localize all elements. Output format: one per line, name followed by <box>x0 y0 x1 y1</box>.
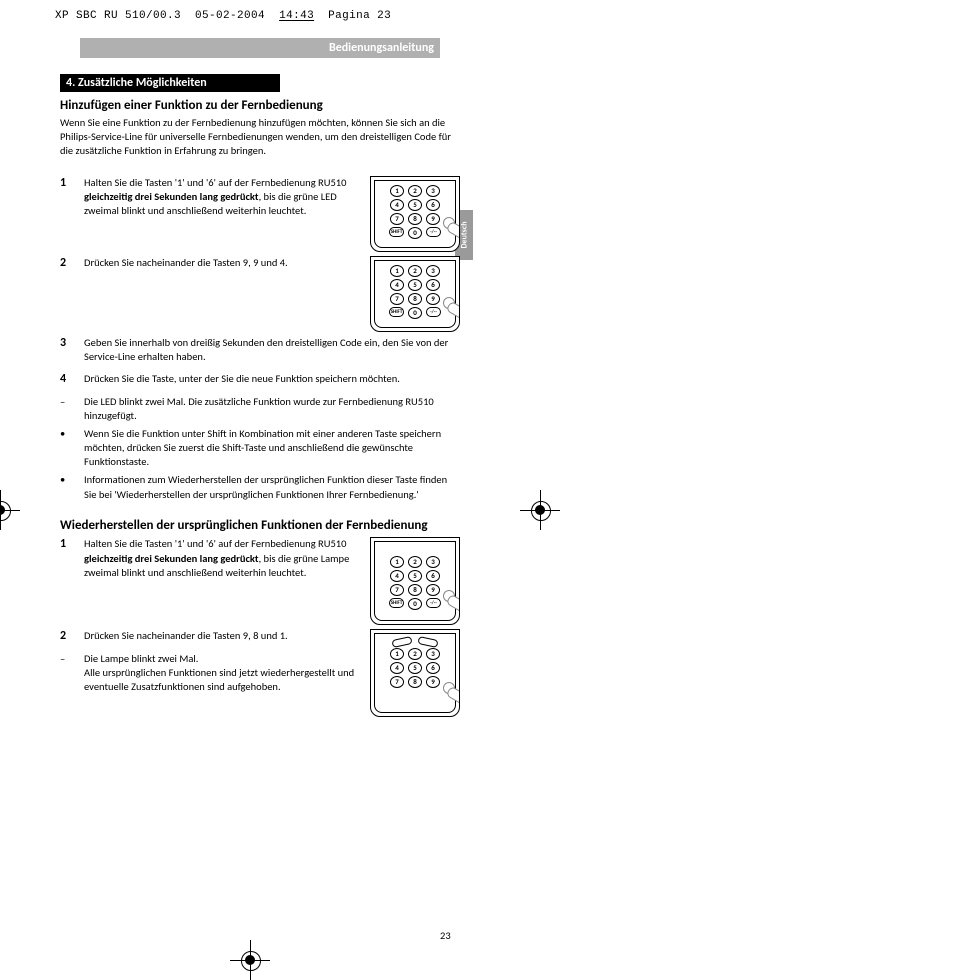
registration-mark <box>520 490 560 530</box>
bullet-text: Informationen zum Wiederherstellen der u… <box>84 473 460 501</box>
subheading-restore: Wiederherstellen der ursprünglichen Funk… <box>60 518 460 534</box>
dot-marker: • <box>60 473 84 501</box>
doc-time: 14:43 <box>279 10 314 22</box>
bullet-item: • Informationen zum Wiederherstellen der… <box>60 473 460 501</box>
bullet-text: Die Lampe blinkt zwei Mal. Alle ursprüng… <box>84 652 360 695</box>
remote-illustration: 123 456 789 SHIFT0-/-- <box>370 176 460 252</box>
step-text: Drücken Sie die Taste, unter der Sie die… <box>84 372 460 386</box>
registration-mark <box>0 490 20 530</box>
step-item: 2 Drücken Sie nacheinander die Tasten 9,… <box>60 629 360 643</box>
bullet-item: – Die Lampe blinkt zwei Mal. Alle ursprü… <box>60 652 360 695</box>
finger-icon <box>441 680 460 706</box>
bullet-item: – Die LED blinkt zwei Mal. Die zusätzlic… <box>60 395 460 423</box>
step-item: 1 Halten Sie die Tasten '1' und '6' auf … <box>60 176 360 219</box>
step-text: Halten Sie die Tasten '1' und '6' auf de… <box>84 537 360 580</box>
doc-pagina: Pagina 23 <box>328 10 391 22</box>
step-number: 2 <box>60 629 84 643</box>
section-heading: 4. Zusätzliche Möglichkeiten <box>60 74 280 92</box>
finger-icon <box>441 295 460 321</box>
doc-id: XP SBC RU 510/00.3 <box>55 10 181 22</box>
step-item: 4 Drücken Sie die Taste, unter der Sie d… <box>60 372 460 386</box>
step-number: 1 <box>60 176 84 219</box>
step-text: Drücken Sie nacheinander die Tasten 9, 8… <box>84 629 360 643</box>
step-text: Geben Sie innerhalb von dreißig Sekunden… <box>84 336 460 364</box>
finger-icon <box>441 215 460 241</box>
dot-marker: • <box>60 427 84 470</box>
intro-paragraph: Wenn Sie eine Funktion zu der Fernbedien… <box>60 116 460 159</box>
subheading-add: Hinzufügen einer Funktion zu der Fernbed… <box>60 98 460 114</box>
dash-marker: – <box>60 652 84 695</box>
remote-illustration: 123 456 789 SHIFT0-/-- <box>370 537 460 625</box>
doc-date: 05-02-2004 <box>195 10 265 22</box>
step-item: 3 Geben Sie innerhalb von dreißig Sekund… <box>60 336 460 364</box>
bullet-text: Die LED blinkt zwei Mal. Die zusätzliche… <box>84 395 460 423</box>
remote-illustration: 123 456 789 SHIFT0-/-- <box>370 256 460 332</box>
registration-mark <box>230 940 270 980</box>
remote-illustration: 123 456 789 <box>370 629 460 717</box>
pdf-header: XP SBC RU 510/00.3 05-02-2004 14:43 Pagi… <box>55 10 391 22</box>
page-number: 23 <box>440 929 451 942</box>
step-number: 2 <box>60 256 84 270</box>
bullet-text: Wenn Sie die Funktion unter Shift in Kom… <box>84 427 460 470</box>
step-text: Halten Sie die Tasten '1' und '6' auf de… <box>84 176 360 219</box>
bullet-item: • Wenn Sie die Funktion unter Shift in K… <box>60 427 460 470</box>
step-number: 1 <box>60 537 84 580</box>
finger-icon <box>441 588 460 614</box>
step-number: 4 <box>60 372 84 386</box>
dash-marker: – <box>60 395 84 423</box>
step-number: 3 <box>60 336 84 364</box>
step-item: 2 Drücken Sie nacheinander die Tasten 9,… <box>60 256 360 270</box>
step-item: 1 Halten Sie die Tasten '1' und '6' auf … <box>60 537 360 580</box>
step-text: Drücken Sie nacheinander die Tasten 9, 9… <box>84 256 360 270</box>
